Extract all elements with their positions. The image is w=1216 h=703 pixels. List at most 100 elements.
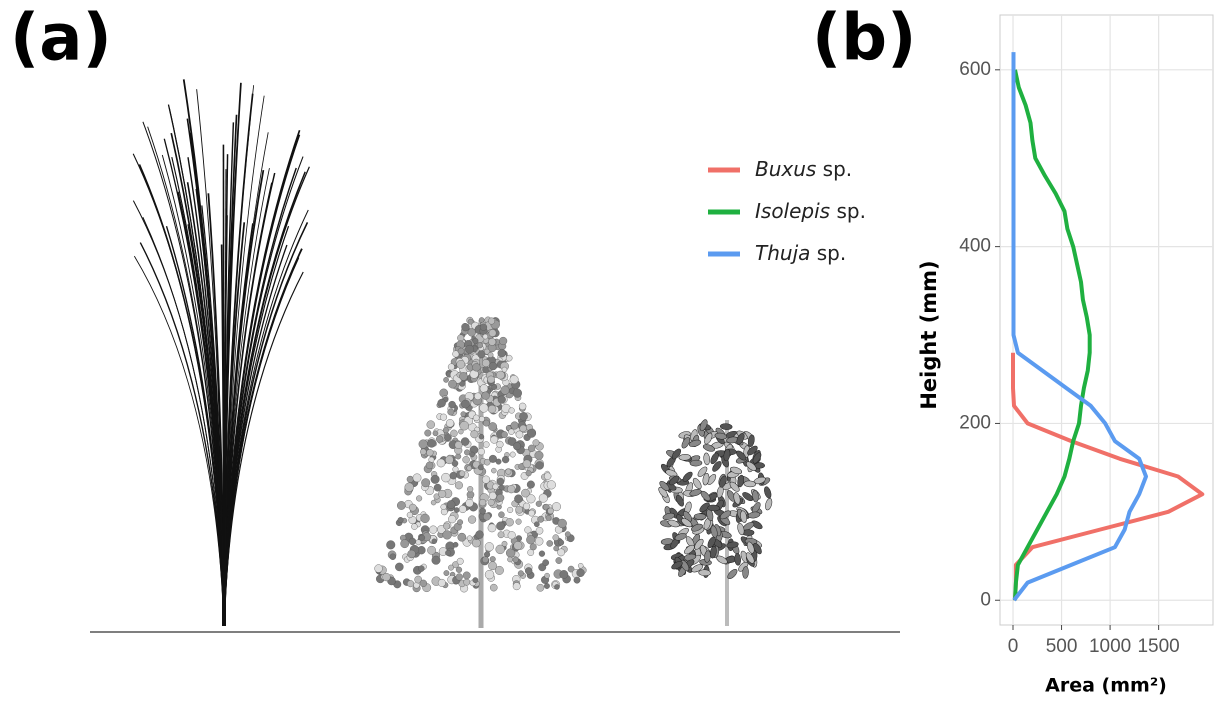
- leaf: [747, 511, 761, 519]
- leaf: [736, 433, 745, 445]
- foliage: [522, 459, 532, 468]
- leaf: [710, 452, 719, 465]
- leaf: [682, 471, 693, 482]
- y-tick-label: 0: [980, 589, 991, 610]
- foliage: [482, 441, 490, 448]
- leaf: [704, 550, 711, 563]
- leaf: [683, 510, 693, 522]
- leaf: [667, 519, 680, 528]
- leaf: [693, 513, 707, 520]
- foliage: [452, 466, 459, 473]
- foliage: [567, 565, 575, 573]
- foliage: [484, 542, 494, 552]
- foliage: [418, 565, 425, 572]
- foliage: [514, 494, 523, 504]
- foliage: [457, 334, 465, 342]
- foliage: [532, 439, 540, 447]
- foliage: [479, 498, 487, 507]
- foliage: [382, 572, 391, 582]
- foliage: [500, 385, 510, 395]
- foliage: [440, 503, 447, 510]
- leaf: [709, 546, 717, 559]
- foliage: [475, 530, 484, 539]
- foliage: [557, 518, 567, 529]
- foliage: [546, 540, 553, 547]
- leaf: [691, 564, 704, 573]
- foliage: [414, 575, 423, 584]
- y-tick-label: 400: [959, 236, 991, 257]
- foliage: [507, 531, 516, 540]
- foliage: [459, 372, 468, 381]
- foliage: [483, 458, 491, 466]
- foliage: [460, 411, 467, 417]
- foliage: [406, 511, 414, 519]
- leaf: [719, 475, 727, 488]
- grass-blade: [222, 144, 225, 626]
- foliage: [507, 485, 516, 494]
- foliage: [455, 453, 462, 460]
- foliage: [419, 579, 428, 588]
- leaf: [726, 541, 739, 549]
- foliage: [538, 550, 546, 557]
- foliage: [432, 430, 439, 437]
- foliage: [467, 515, 477, 524]
- foliage: [505, 468, 512, 475]
- leaf: [674, 533, 687, 541]
- foliage: [488, 338, 496, 346]
- leaf: [764, 486, 772, 499]
- plant-drawings: [132, 79, 773, 628]
- foliage: [449, 471, 458, 480]
- leaf: [742, 492, 754, 501]
- x-axis-title: Area (mm²): [1045, 675, 1167, 697]
- foliage: [489, 361, 498, 371]
- leaf: [688, 439, 702, 447]
- foliage: [507, 506, 514, 513]
- foliage: [407, 549, 416, 559]
- leaf: [707, 504, 720, 512]
- foliage: [509, 375, 519, 385]
- foliage: [487, 404, 497, 414]
- foliage: [497, 348, 507, 358]
- foliage: [482, 359, 491, 368]
- foliage: [490, 583, 498, 592]
- leaf: [659, 481, 670, 492]
- foliage: [458, 428, 464, 435]
- leaf: [684, 544, 695, 555]
- foliage: [496, 493, 505, 502]
- plot-area: [999, 14, 1214, 626]
- foliage: [479, 323, 488, 331]
- foliage: [448, 400, 456, 409]
- foliage: [455, 566, 463, 573]
- foliage: [395, 562, 404, 572]
- legend-label: Isolepis sp.: [755, 199, 866, 223]
- foliage: [524, 567, 533, 575]
- foliage: [526, 494, 536, 504]
- foliage: [558, 539, 565, 546]
- foliage: [465, 344, 475, 354]
- foliage: [435, 435, 444, 443]
- foliage: [535, 500, 542, 507]
- foliage: [445, 549, 452, 556]
- foliage: [477, 350, 486, 359]
- leaf: [714, 432, 727, 440]
- leaf: [699, 419, 708, 432]
- leaf: [678, 454, 692, 461]
- foliage: [443, 522, 451, 530]
- foliage: [461, 323, 470, 332]
- foliage: [487, 523, 497, 533]
- foliage: [538, 493, 548, 503]
- foliage: [537, 515, 545, 523]
- leaf: [765, 498, 773, 511]
- foliage: [408, 503, 417, 512]
- leaf: [737, 522, 745, 536]
- foliage: [487, 498, 495, 506]
- foliage: [507, 556, 513, 563]
- foliage: [425, 461, 434, 470]
- foliage: [472, 414, 480, 422]
- foliage: [452, 561, 459, 569]
- foliage: [462, 571, 471, 580]
- foliage: [496, 521, 506, 531]
- foliage: [521, 488, 530, 498]
- foliage: [408, 537, 417, 546]
- x-tick-label: 500: [1046, 636, 1078, 657]
